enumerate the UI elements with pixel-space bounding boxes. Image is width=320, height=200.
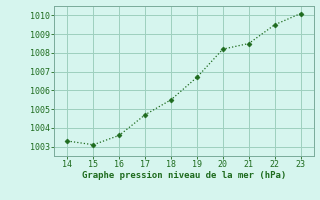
X-axis label: Graphe pression niveau de la mer (hPa): Graphe pression niveau de la mer (hPa) <box>82 171 286 180</box>
